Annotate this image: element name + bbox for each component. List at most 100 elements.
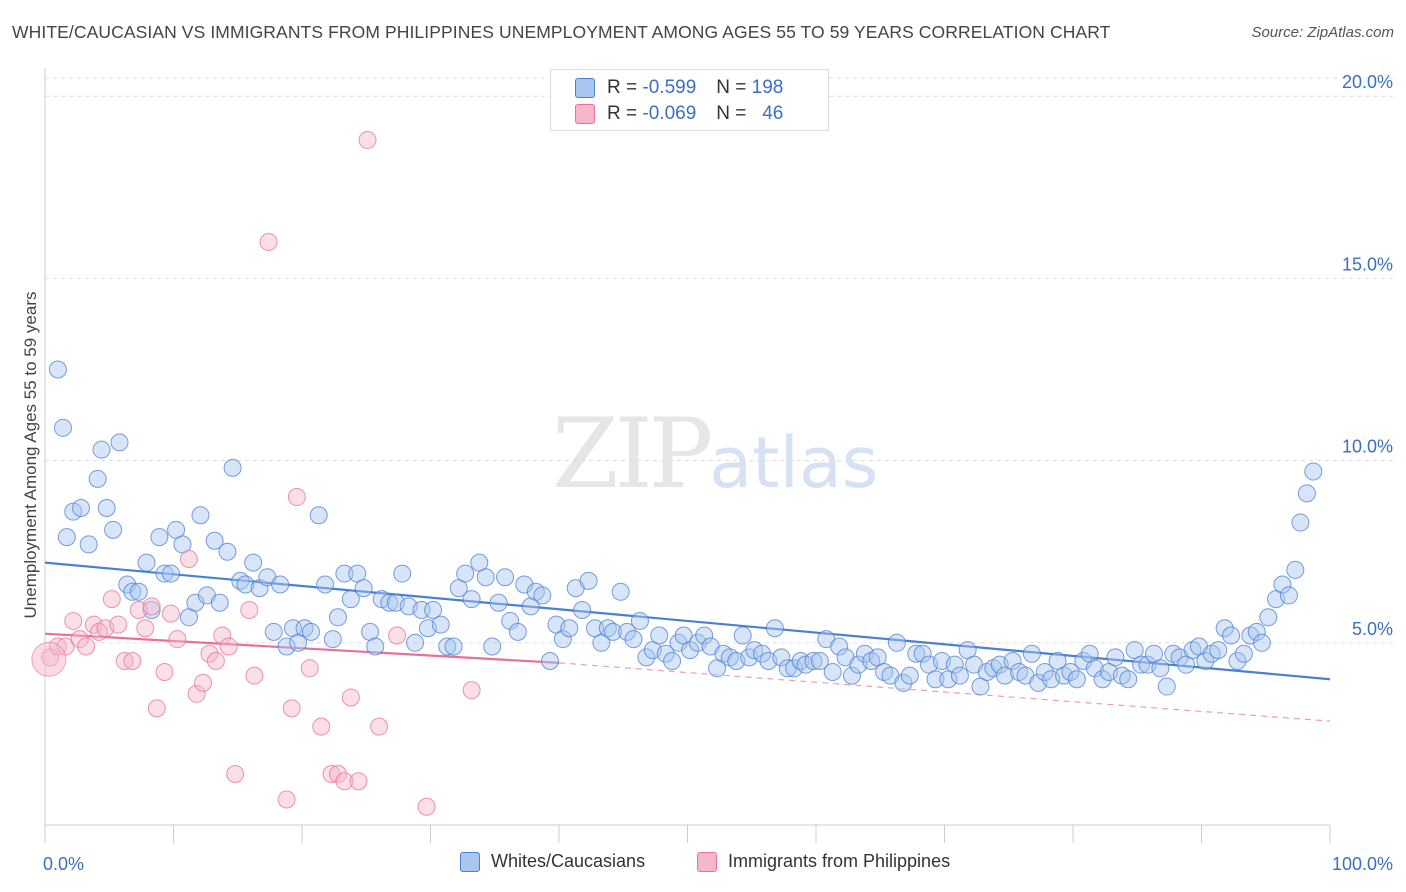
point-whites (341, 590, 360, 609)
point-whites (508, 622, 527, 641)
point-whites (1022, 644, 1041, 663)
point-whites (1157, 677, 1176, 696)
point-whites (88, 469, 107, 488)
point-whites (579, 571, 598, 590)
point-whites (218, 542, 237, 561)
point-philippines (123, 652, 142, 671)
chart-title: WHITE/CAUCASIAN VS IMMIGRANTS FROM PHILI… (12, 22, 1111, 42)
point-whites (830, 637, 849, 656)
point-whites (1291, 513, 1310, 532)
point-philippines (417, 797, 436, 816)
tick-labels: 5.0% 10.0% 15.0% 20.0% 0.0% 100.0% (43, 72, 1393, 874)
point-whites (1215, 619, 1234, 638)
legend-n-value: 46 (762, 103, 784, 124)
point-philippines (109, 615, 128, 634)
point-whites (57, 528, 76, 547)
bottom-legend-swatch-blue (460, 851, 480, 872)
point-philippines (102, 590, 121, 609)
point-whites (161, 564, 180, 583)
trend-line-whites (44, 561, 1331, 681)
point-whites (1067, 670, 1086, 689)
point-whites (328, 608, 347, 627)
point-whites (244, 553, 263, 572)
point-philippines (194, 673, 213, 692)
point-philippines (115, 652, 134, 671)
point-whites (1093, 670, 1112, 689)
point-whites (1252, 633, 1271, 652)
point-whites (611, 582, 630, 601)
point-philippines (226, 764, 245, 783)
point-whites (1273, 575, 1292, 594)
point-philippines (187, 684, 206, 703)
point-whites (316, 575, 335, 594)
legend-row-whites: R = -0.599 N = 198 (575, 76, 783, 100)
point-whites (1119, 670, 1138, 689)
y-tick-label: 15.0% (1342, 254, 1393, 274)
point-philippines (240, 601, 259, 620)
point-whites (695, 626, 714, 645)
point-whites (785, 659, 804, 678)
point-whites (810, 652, 829, 671)
point-philippines (179, 549, 198, 568)
point-philippines (282, 699, 301, 718)
trend-lines (44, 561, 1331, 722)
point-whites (462, 590, 481, 609)
point-whites (598, 619, 617, 638)
point-whites (380, 593, 399, 612)
point-whites (663, 652, 682, 671)
point-whites (573, 601, 592, 620)
point-philippines (462, 681, 481, 700)
point-whites (110, 433, 129, 452)
point-whites (53, 418, 72, 437)
legend-r-value: -0.069 (642, 103, 697, 124)
point-philippines (245, 666, 264, 685)
legend-row-philippines: R = -0.069 N = 46 (575, 102, 783, 126)
point-whites (618, 622, 637, 641)
point-whites (950, 666, 969, 685)
point-whites (424, 601, 443, 620)
point-whites (624, 630, 643, 649)
point-whites (150, 528, 169, 547)
point-whites (804, 652, 823, 671)
point-whites (650, 626, 669, 645)
point-whites (541, 652, 560, 671)
point-whites (335, 564, 354, 583)
point-whites (1297, 484, 1316, 503)
point-whites (913, 644, 932, 663)
point-whites (1286, 560, 1305, 579)
point-whites (431, 615, 450, 634)
point-whites (733, 626, 752, 645)
point-whites (560, 619, 579, 638)
point-whites (129, 582, 148, 601)
point-whites (1259, 608, 1278, 627)
x-tick-label: 100.0% (1332, 854, 1393, 874)
point-whites (456, 564, 475, 583)
point-whites (71, 498, 90, 517)
y-tick-label: 5.0% (1352, 619, 1393, 639)
point-whites (191, 506, 210, 525)
legend-n-value: 198 (751, 77, 784, 98)
point-whites (1209, 641, 1228, 660)
point-whites (515, 575, 534, 594)
bottom-legend-philippines: Immigrants from Philippines (697, 851, 950, 872)
legend-n-label: N = (716, 77, 747, 98)
watermark-zip: ZIP (552, 398, 713, 510)
point-whites (476, 568, 495, 587)
point-philippines (77, 637, 96, 656)
point-philippines (287, 488, 306, 507)
point-whites (205, 531, 224, 550)
point-whites (231, 571, 250, 590)
point-whites (264, 622, 283, 641)
point-philippines (155, 662, 174, 681)
point-whites (1151, 659, 1170, 678)
point-whites (223, 458, 242, 477)
point-whites (406, 633, 425, 652)
legend-swatch-blue (575, 78, 595, 98)
point-whites (603, 622, 622, 641)
point-whites (483, 637, 502, 656)
point-philippines (341, 688, 360, 707)
point-philippines (64, 611, 83, 630)
point-whites (271, 575, 290, 594)
point-whites (323, 630, 342, 649)
